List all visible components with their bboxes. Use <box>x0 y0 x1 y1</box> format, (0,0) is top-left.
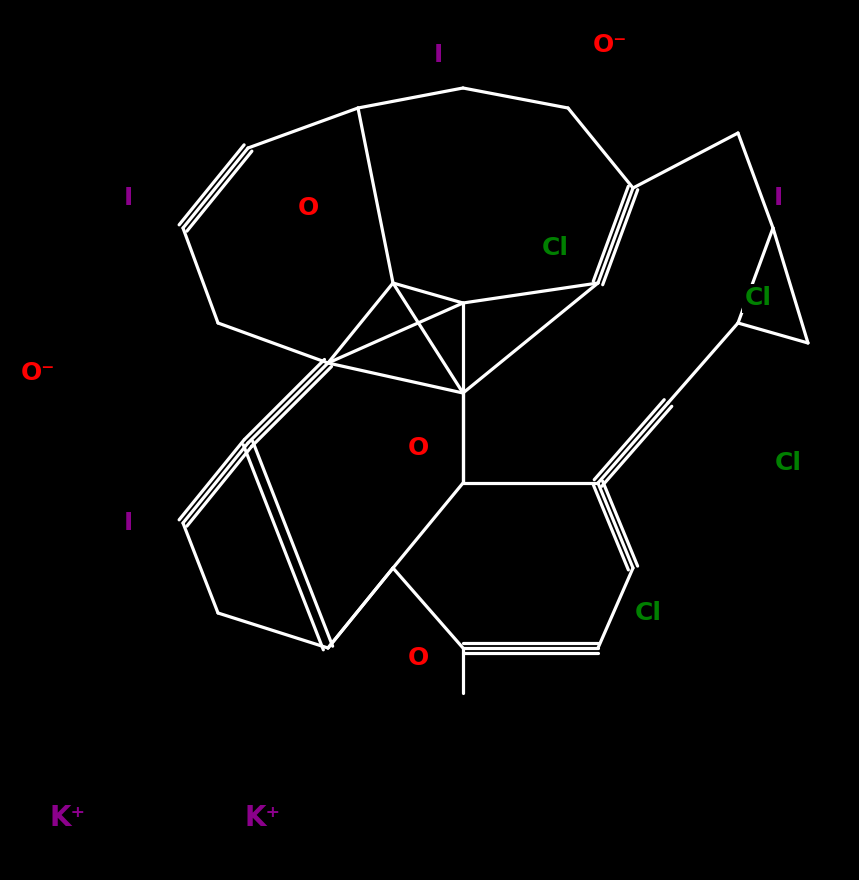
Text: O⁻: O⁻ <box>21 361 55 385</box>
Text: Cl: Cl <box>635 601 661 625</box>
Text: O⁻: O⁻ <box>593 33 627 57</box>
Text: I: I <box>773 186 783 210</box>
Text: O: O <box>297 196 319 220</box>
Text: I: I <box>434 43 442 67</box>
Text: Cl: Cl <box>745 286 771 310</box>
Text: K⁺: K⁺ <box>245 804 281 832</box>
Text: I: I <box>124 511 132 535</box>
Text: O: O <box>407 646 429 670</box>
Text: K⁺: K⁺ <box>50 804 86 832</box>
Text: Cl: Cl <box>775 451 801 475</box>
Text: O: O <box>407 436 429 460</box>
Text: Cl: Cl <box>541 236 569 260</box>
Text: I: I <box>124 186 132 210</box>
